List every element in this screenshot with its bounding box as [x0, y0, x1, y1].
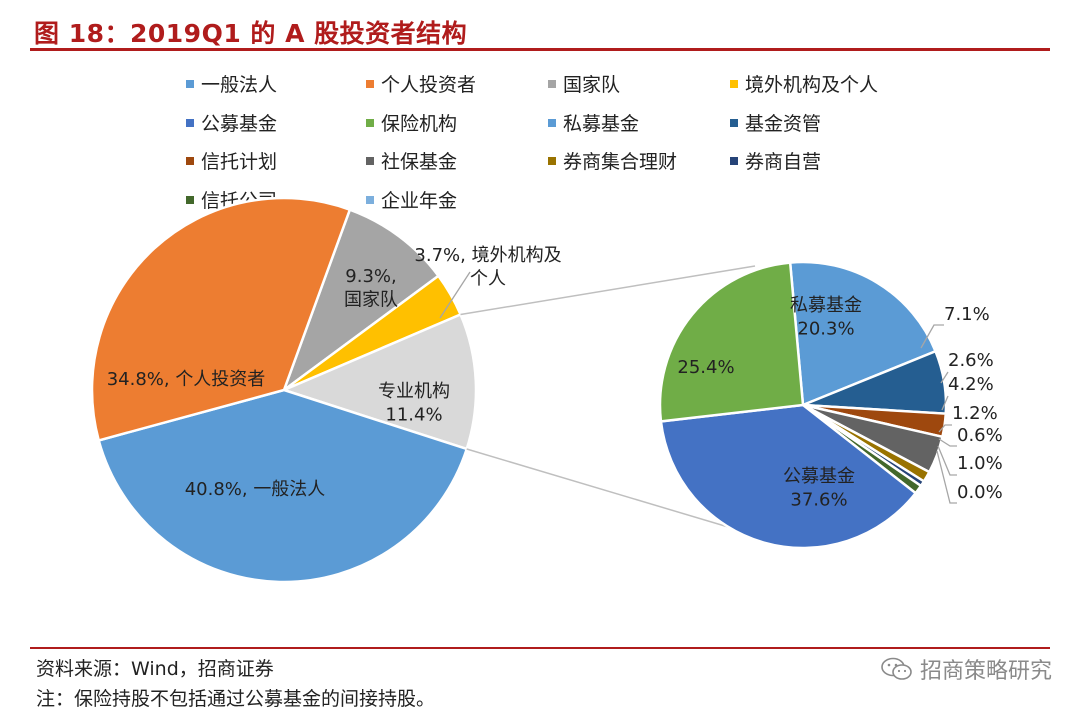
legend-swatch	[730, 79, 738, 88]
main-pie-data-label: 9.3%,国家队	[344, 266, 398, 310]
legend-item: 企业年金	[366, 186, 457, 213]
legend-item: 公募基金	[186, 109, 277, 136]
breakdown-pie-data-label: 25.4%	[677, 357, 734, 378]
legend-item: 保险机构	[366, 109, 457, 136]
legend-item: 基金资管	[730, 109, 821, 136]
legend-label: 一般法人	[201, 74, 278, 96]
legend-swatch	[548, 118, 556, 127]
breakdown-pie-leader-line	[941, 395, 949, 411]
breakdown-pie-data-label: 4.2%	[948, 374, 994, 395]
main-pie-slice	[281, 208, 441, 394]
legend-swatch	[548, 79, 556, 88]
footer-divider	[30, 647, 1050, 649]
source-note: 资料来源：Wind，招商证券	[36, 658, 274, 680]
chart-title: 图 18：2019Q1 的 A 股投资者结构	[34, 19, 468, 48]
legend-label: 境外机构及个人	[745, 74, 879, 96]
main-pie-data-label: 专业机构 11.4%	[378, 381, 450, 425]
connector-line-top	[460, 265, 756, 316]
breakdown-pie-data-label: 2.6%	[948, 350, 994, 371]
legend-swatch	[366, 118, 374, 127]
legend-item: 一般法人	[186, 70, 277, 97]
legend-label: 企业年金	[381, 190, 458, 212]
legend-item: 券商自营	[730, 147, 821, 174]
legend-swatch	[186, 195, 194, 204]
breakdown-pie-leader-line	[938, 438, 957, 447]
main-pie-data-label: 3.7%, 境外机构及个人	[414, 245, 561, 289]
breakdown-pie-data-label: 0.6%	[957, 425, 1003, 446]
main-pie-slice	[90, 196, 352, 442]
legend-item: 国家队	[548, 70, 620, 97]
breakdown-pie-slice	[658, 261, 805, 423]
wechat-icon	[881, 657, 912, 680]
connector-line-bottom	[466, 448, 756, 536]
watermark-text: 招商策略研究	[919, 659, 1052, 684]
footnote: 注：保险持股不包括通过公募基金的间接持股。	[36, 688, 436, 710]
legend-item: 信托计划	[186, 147, 277, 174]
legend-label: 私募基金	[563, 113, 640, 135]
breakdown-pie-leader-line	[937, 445, 957, 476]
watermark: 招商策略研究	[880, 653, 1052, 685]
legend-label: 国家队	[563, 74, 621, 96]
legend-label: 基金资管	[745, 113, 822, 135]
breakdown-pie-leader-line	[940, 371, 949, 384]
legend-item: 券商集合理财	[548, 147, 677, 174]
legend-swatch	[186, 156, 194, 165]
title-divider	[30, 48, 1050, 51]
breakdown-pie-leader-line	[936, 450, 957, 504]
breakdown-pie-slice	[659, 403, 918, 550]
legend-item: 境外机构及个人	[730, 70, 878, 97]
breakdown-pie-leader-line	[920, 324, 944, 349]
breakdown-pie-leader-line	[938, 424, 952, 433]
legend-label: 信托计划	[201, 151, 278, 173]
breakdown-pie-data-label: 公募基金 37.6%	[783, 466, 855, 510]
main-pie-slice	[280, 312, 478, 451]
main-pie-leader-line	[439, 271, 471, 319]
legend-swatch	[366, 156, 374, 165]
legend-label: 券商自营	[745, 151, 822, 173]
main-pie-data-label: 34.8%, 个人投资者	[107, 369, 266, 390]
legend-item: 个人投资者	[366, 70, 476, 97]
main-pie-slice	[97, 388, 469, 584]
legend-swatch	[730, 118, 738, 127]
legend-swatch	[548, 156, 556, 165]
main-pie-data-label: 40.8%, 一般法人	[185, 479, 326, 500]
legend-item: 私募基金	[548, 109, 639, 136]
legend-swatch	[730, 156, 738, 165]
legend-swatch	[186, 79, 194, 88]
breakdown-pie-data-label: 私募基金 20.3%	[790, 295, 862, 339]
legend-label: 个人投资者	[381, 74, 477, 96]
legend-swatch	[366, 195, 374, 204]
legend-label: 社保基金	[381, 151, 458, 173]
legend-label: 保险机构	[381, 113, 458, 135]
breakdown-pie-data-label: 1.2%	[952, 403, 998, 424]
legend-label: 公募基金	[201, 113, 278, 135]
breakdown-pie-data-label: 7.1%	[944, 304, 990, 325]
legend-item: 社保基金	[366, 147, 457, 174]
breakdown-pie-data-label: 0.0%	[957, 482, 1003, 503]
legend-swatch	[366, 79, 374, 88]
breakdown-pie-data-label: 1.0%	[957, 453, 1003, 474]
legend-label: 券商集合理财	[563, 151, 678, 173]
legend-swatch	[186, 118, 194, 127]
